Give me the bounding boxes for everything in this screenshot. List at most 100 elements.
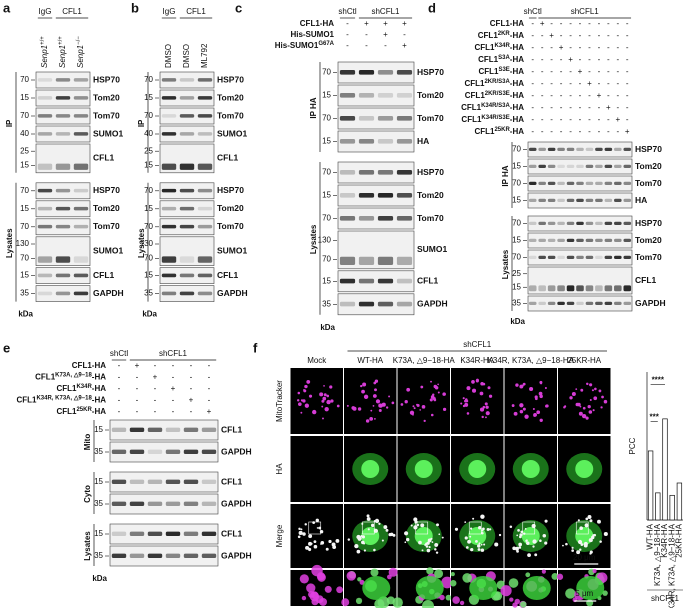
protein-label: CFL1 xyxy=(417,276,439,286)
band xyxy=(547,238,556,242)
condition-sign: - xyxy=(569,79,572,88)
signal xyxy=(406,387,411,392)
condition-sign: + xyxy=(625,127,630,136)
mw-marker: 35 xyxy=(512,299,521,308)
condition-sign: - xyxy=(607,19,610,28)
condition-label: CFL12KR-HA xyxy=(478,31,524,41)
signal xyxy=(430,395,435,399)
condition-sign: - xyxy=(616,43,619,52)
mw-marker: 35 xyxy=(144,289,153,298)
label-part: CFL1 xyxy=(464,79,485,88)
label-part: -HA xyxy=(510,79,524,88)
signal xyxy=(578,411,583,416)
protein-label: Tom20 xyxy=(93,203,120,213)
band xyxy=(623,238,632,242)
mw-marker: 15 xyxy=(322,276,331,285)
protein-label: Tom20 xyxy=(93,92,120,102)
signal xyxy=(521,527,540,545)
signal xyxy=(360,535,363,538)
unit-label: kDa xyxy=(510,317,525,326)
label-part: CFL1-HA xyxy=(490,19,524,28)
signal xyxy=(418,540,422,545)
band xyxy=(576,238,584,242)
condition-sign: + xyxy=(615,115,620,124)
protein-label: HSP70 xyxy=(635,218,662,228)
mw-marker: 70 xyxy=(512,145,521,154)
band xyxy=(623,285,632,292)
label-part: +/+ xyxy=(40,36,46,45)
condition-sign: - xyxy=(616,55,619,64)
signal xyxy=(478,526,482,530)
signal xyxy=(312,521,316,524)
blot xyxy=(337,207,415,230)
signal xyxy=(309,591,320,602)
mw-marker: 15 xyxy=(322,91,331,100)
band xyxy=(538,238,546,242)
band xyxy=(358,301,375,307)
zoom-box xyxy=(468,521,482,535)
column-label: K73A, △9−18-HA xyxy=(393,356,456,365)
band xyxy=(396,256,413,266)
group-label: IP HA xyxy=(501,165,510,186)
signal xyxy=(483,543,486,546)
band xyxy=(161,96,177,100)
signal xyxy=(603,531,608,537)
condition-sign: - xyxy=(541,31,544,40)
blot xyxy=(35,182,91,200)
condition-sign: - xyxy=(607,43,610,52)
signal xyxy=(356,549,361,554)
signal xyxy=(603,399,608,404)
band xyxy=(179,256,195,263)
band xyxy=(595,147,603,151)
condition-sign: - xyxy=(531,115,534,124)
signal xyxy=(511,404,515,407)
condition-sign: - xyxy=(154,384,157,393)
signal xyxy=(362,576,391,600)
signal xyxy=(575,402,580,407)
signal xyxy=(571,549,574,552)
condition-label: His-SUMO1G67A xyxy=(275,41,335,51)
band xyxy=(528,221,537,225)
condition-sign: - xyxy=(616,19,619,28)
band xyxy=(129,553,145,558)
label-part: -HA xyxy=(510,43,524,52)
band xyxy=(73,132,89,136)
label-part: CFL1-HA xyxy=(72,361,106,370)
signal xyxy=(323,385,325,387)
protein-label: SUMO1 xyxy=(217,245,248,255)
condition-sign: - xyxy=(541,55,544,64)
signal xyxy=(442,392,446,396)
condition-sign: - xyxy=(588,55,591,64)
band xyxy=(147,427,163,432)
signal xyxy=(308,394,313,398)
mw-marker: 25 xyxy=(144,146,153,155)
signal xyxy=(378,522,381,525)
condition-sign: - xyxy=(346,30,349,39)
band xyxy=(585,198,594,202)
band xyxy=(358,138,375,144)
band xyxy=(165,479,181,484)
condition-sign: + xyxy=(606,103,611,112)
signal xyxy=(598,389,602,393)
signal xyxy=(378,403,383,408)
signal xyxy=(305,546,309,550)
mw-marker: 70 xyxy=(20,75,29,84)
signal xyxy=(373,528,378,533)
column-label: 25KR-HA xyxy=(567,356,601,365)
blot xyxy=(159,71,215,89)
mw-marker: 15 xyxy=(512,196,521,205)
protein-label: GAPDH xyxy=(417,299,448,309)
signal xyxy=(430,413,434,417)
signal xyxy=(592,409,595,412)
signal xyxy=(545,404,549,408)
band xyxy=(614,221,622,225)
protein-label: CFL1 xyxy=(93,153,115,163)
condition-sign: - xyxy=(607,67,610,76)
band xyxy=(161,78,177,82)
signal xyxy=(591,535,595,540)
condition-sign: - xyxy=(626,91,629,100)
label-part: S3E xyxy=(498,67,509,73)
group-header: shCtl xyxy=(524,7,542,16)
condition-sign: - xyxy=(569,115,572,124)
band xyxy=(557,221,565,225)
